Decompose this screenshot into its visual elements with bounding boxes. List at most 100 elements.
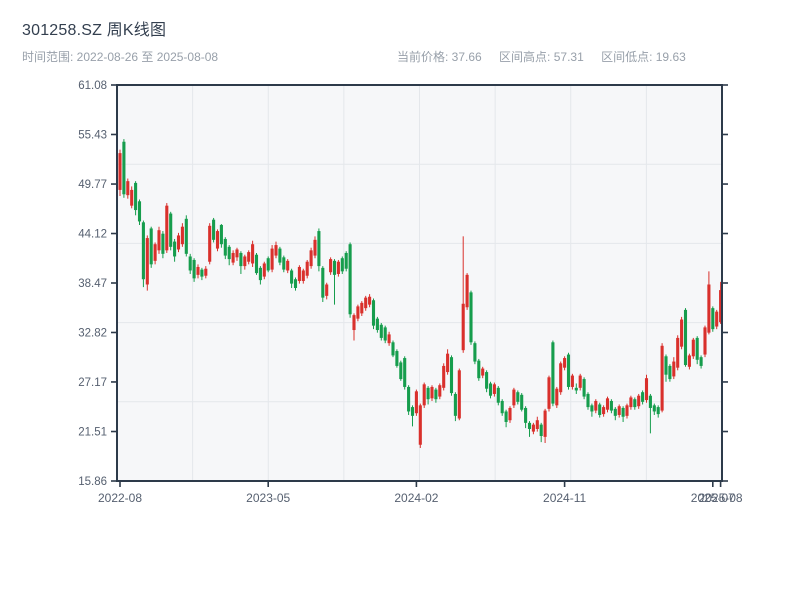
x-tick-label: 2025-08 xyxy=(699,491,743,505)
candle-up xyxy=(465,274,469,308)
candle-down xyxy=(254,254,259,274)
candle-up xyxy=(325,284,329,296)
y-tick-label: 44.12 xyxy=(78,229,107,241)
candle-up xyxy=(352,315,356,331)
y-tick-label: 38.47 xyxy=(78,278,107,290)
candle-up xyxy=(118,153,122,190)
candle-up xyxy=(676,337,680,368)
candle-up xyxy=(438,385,442,397)
candle-down xyxy=(566,354,571,387)
candle-up xyxy=(235,249,239,258)
candle-down xyxy=(469,292,473,343)
candle-down xyxy=(383,327,387,341)
candle-up xyxy=(625,405,629,416)
candle-down xyxy=(633,399,637,408)
candle-down xyxy=(648,395,652,408)
candle-down xyxy=(641,392,645,402)
candle-up xyxy=(442,365,446,388)
candle-down xyxy=(223,238,227,256)
candle-down xyxy=(695,337,699,360)
candle-up xyxy=(270,248,274,270)
candle-down xyxy=(551,342,555,404)
candle-up xyxy=(531,424,535,432)
candle-down xyxy=(290,270,294,284)
candle-down xyxy=(504,411,508,422)
candle-down xyxy=(161,233,165,254)
candle-up xyxy=(231,252,235,263)
candle-down xyxy=(395,351,399,366)
candle-up xyxy=(247,252,251,262)
candle-down xyxy=(200,269,204,277)
candle-up xyxy=(719,290,723,323)
candle-down xyxy=(403,358,407,387)
candle-down xyxy=(500,400,504,414)
candle-down xyxy=(449,357,454,394)
candle-down xyxy=(184,218,188,254)
range-low-stat: 区间低点: 19.63 xyxy=(601,50,686,64)
y-tick-label: 32.82 xyxy=(78,327,107,339)
candle-up xyxy=(309,250,313,267)
candle-down xyxy=(399,362,403,380)
candle-up xyxy=(336,261,340,274)
candle-up xyxy=(153,244,157,261)
candle-down xyxy=(520,394,524,410)
candle-up xyxy=(130,189,134,206)
candle-down xyxy=(137,201,142,222)
candle-down xyxy=(348,244,352,315)
candle-up xyxy=(512,389,516,406)
candle-down xyxy=(652,405,656,412)
candle-down xyxy=(410,407,415,416)
candle-up xyxy=(672,361,676,377)
candle-down xyxy=(711,308,715,330)
y-tick-label: 21.51 xyxy=(78,427,107,439)
candle-up xyxy=(422,384,426,406)
candle-down xyxy=(134,182,138,211)
candle-down xyxy=(496,387,500,403)
candle-down xyxy=(344,252,348,269)
candle-down xyxy=(683,309,688,366)
candle-up xyxy=(208,225,212,262)
candle-down xyxy=(407,386,411,412)
x-tick-label: 2023-05 xyxy=(246,491,290,505)
candle-down xyxy=(609,400,613,411)
candle-up xyxy=(508,407,512,421)
candle-up xyxy=(492,384,496,394)
candle-up xyxy=(703,327,707,355)
candle-down xyxy=(321,267,325,298)
candle-up xyxy=(305,261,309,276)
candle-up xyxy=(555,388,559,406)
candle-up xyxy=(594,400,598,411)
candle-down xyxy=(598,404,602,415)
candle-down xyxy=(293,279,298,288)
candle-up xyxy=(629,397,633,408)
candle-up xyxy=(446,353,450,373)
candle-up xyxy=(368,296,372,305)
candle-down xyxy=(258,267,262,281)
candle-down xyxy=(574,387,578,391)
candle-up xyxy=(274,245,278,256)
candle-up xyxy=(602,407,606,415)
candle-down xyxy=(426,387,430,400)
x-tick-label: 2024-02 xyxy=(394,491,438,505)
candle-up xyxy=(196,266,200,275)
candle-up xyxy=(578,375,582,388)
y-tick-label: 55.43 xyxy=(78,129,107,141)
candle-down xyxy=(539,424,543,436)
candle-down xyxy=(586,393,590,408)
candle-down xyxy=(485,372,489,389)
candle-down xyxy=(664,356,668,375)
x-tick-label: 2025-07 xyxy=(691,491,735,505)
candle-down xyxy=(527,422,532,429)
candle-down xyxy=(169,213,173,247)
candle-down xyxy=(613,408,617,416)
x-tick-label: 2022-08 xyxy=(98,491,142,505)
y-tick-label: 49.77 xyxy=(78,179,107,191)
candle-up xyxy=(461,303,465,351)
candle-up xyxy=(356,306,360,319)
candle-up xyxy=(430,386,434,399)
date-range-label: 时间范围: 2022-08-26 至 2025-08-08 xyxy=(22,50,219,64)
candle-up xyxy=(243,256,247,267)
y-tick-label: 15.86 xyxy=(78,476,107,488)
candle-up xyxy=(301,270,305,281)
